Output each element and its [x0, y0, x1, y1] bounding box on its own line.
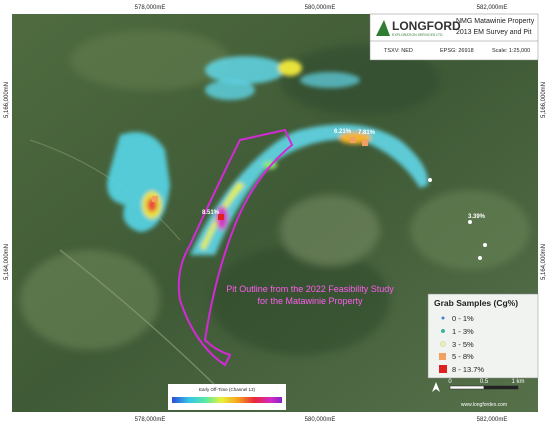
- em-anomalies: [107, 56, 429, 255]
- legend-title: Grab Samples (Cg%): [434, 298, 518, 308]
- legend-item: 3 - 5%: [452, 340, 474, 349]
- scale-label: 1 km: [511, 379, 524, 385]
- epsg: EPSG: 26918: [440, 48, 474, 54]
- legend-item: 5 - 8%: [452, 352, 474, 361]
- grid-label: 580,000mE: [305, 5, 336, 11]
- legend: Grab Samples (Cg%) 0 - 1% 1 - 3% 3 - 5% …: [427, 293, 539, 379]
- grid-label: 5,166,000mN: [4, 82, 10, 118]
- map-subtitle: 2013 EM Survey and Pit: [456, 29, 532, 36]
- company-name: LONGFORD: [392, 19, 461, 33]
- colorbar: Early Off-Time (Channel 13): [168, 384, 286, 410]
- grid-label: 5,164,000mN: [4, 244, 10, 280]
- annotation: Pit Outline from the 2022 Feasibility St…: [226, 284, 394, 294]
- grid-label: 582,000mE: [477, 417, 508, 423]
- scale-text: Scale: 1:25,000: [492, 48, 530, 54]
- pit-outline: [177, 128, 294, 367]
- sample-label: 6.21%: [334, 129, 352, 135]
- ticker: TSXV: NED: [384, 48, 413, 54]
- grid-label: 580,000mE: [305, 417, 336, 423]
- north-arrow: [432, 382, 440, 392]
- scale-bar: 0 0.5 1 km www.longfordex.com: [432, 379, 525, 408]
- grid-label: 5,166,000mN: [541, 82, 547, 118]
- scale-label: 0: [448, 379, 452, 385]
- scale-label: 0.5: [480, 379, 489, 385]
- legend-item: 0 - 1%: [452, 314, 474, 323]
- sample-label: 7.81%: [358, 130, 376, 136]
- grid-label: 582,000mE: [477, 5, 508, 11]
- legend-item: 8 - 13.7%: [452, 365, 484, 374]
- website: www.longfordex.com: [461, 402, 507, 408]
- grid-label: 578,000mE: [135, 417, 166, 423]
- sample-points: [152, 137, 487, 260]
- sample-label: 3.39%: [468, 214, 486, 220]
- company-sub: EXPLORATION SERVICES LTD: [392, 33, 443, 37]
- map-title: NMG Matawinie Property: [456, 18, 535, 25]
- colorbar-title: Early Off-Time (Channel 13): [199, 387, 256, 392]
- grid-label: 5,164,000mN: [541, 244, 547, 280]
- grid-label: 578,000mE: [135, 5, 166, 11]
- annotation: for the Matawinie Property: [257, 296, 363, 306]
- title-box: LONGFORD EXPLORATION SERVICES LTD NMG Ma…: [369, 13, 539, 61]
- legend-item: 1 - 3%: [452, 327, 474, 336]
- sample-label: 8.51%: [202, 210, 220, 216]
